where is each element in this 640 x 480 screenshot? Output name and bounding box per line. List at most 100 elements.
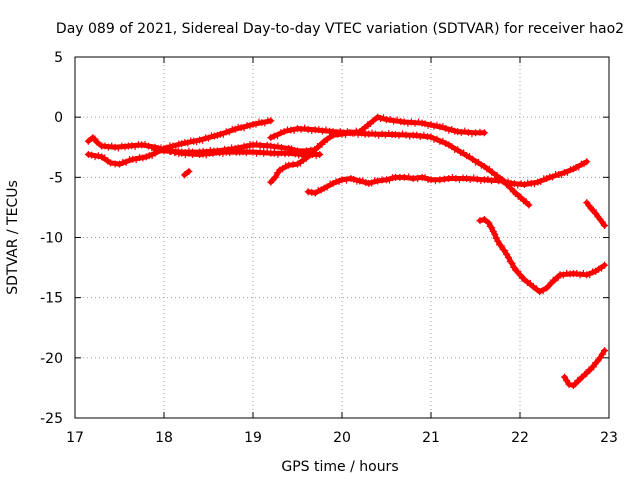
data-marker <box>594 357 602 365</box>
data-marker <box>492 234 500 242</box>
data-marker <box>424 121 432 129</box>
data-marker <box>167 147 175 155</box>
x-tick-label: 21 <box>422 430 440 446</box>
data-marker <box>563 377 571 385</box>
data-marker <box>94 152 102 160</box>
data-marker <box>388 174 396 182</box>
data-marker <box>273 132 281 140</box>
axes: 17 18 19 20 21 22 23 -25 -20 -15 -10 -5 0 5 <box>40 50 618 446</box>
data-point <box>320 184 328 192</box>
data-point <box>213 131 221 139</box>
data-marker <box>388 131 396 139</box>
data-marker <box>304 125 312 133</box>
data-marker <box>459 174 467 182</box>
data-marker <box>514 181 522 189</box>
data-marker <box>466 175 474 183</box>
data-marker <box>326 180 334 188</box>
data-marker <box>371 130 379 138</box>
data-marker <box>415 118 423 126</box>
data-marker <box>139 154 147 162</box>
data-marker <box>585 202 593 210</box>
data-marker <box>445 126 453 134</box>
series-track-f <box>267 124 533 209</box>
data-marker <box>397 117 405 125</box>
data-marker <box>477 161 485 169</box>
data-marker <box>343 128 351 136</box>
data-marker <box>274 142 282 150</box>
data-marker <box>393 116 401 124</box>
data-marker <box>452 175 460 183</box>
data-marker <box>396 173 404 181</box>
data-marker <box>118 142 126 150</box>
data-marker <box>457 128 465 136</box>
data-marker <box>523 279 531 287</box>
data-marker <box>156 146 164 154</box>
data-marker <box>91 153 99 161</box>
x-tick-label: 20 <box>333 430 351 446</box>
data-marker <box>260 143 268 151</box>
data-marker <box>335 177 343 185</box>
data-point <box>561 373 568 381</box>
data-point <box>304 188 312 196</box>
data-point <box>151 146 159 154</box>
data-marker <box>309 147 317 155</box>
data-marker <box>314 186 322 194</box>
data-marker <box>318 140 326 148</box>
data-marker <box>595 265 603 273</box>
data-marker <box>281 145 289 153</box>
data-marker <box>274 150 282 158</box>
grid <box>75 57 609 418</box>
data-marker <box>206 146 214 154</box>
data-marker <box>431 177 439 185</box>
data-marker <box>390 117 398 125</box>
data-marker <box>326 127 334 135</box>
data-marker <box>510 180 518 188</box>
data-marker <box>484 175 492 183</box>
y-tick-label: -5 <box>49 170 63 186</box>
data-marker <box>101 154 109 162</box>
data-marker <box>430 122 438 130</box>
data-marker <box>576 271 584 279</box>
data-marker <box>298 148 306 156</box>
series-band <box>181 168 192 178</box>
data-marker <box>277 143 285 151</box>
data-point <box>185 167 193 175</box>
data-marker <box>134 141 142 149</box>
y-tick-label: -25 <box>40 411 63 427</box>
data-point <box>329 179 337 187</box>
series-track-d <box>180 167 193 179</box>
data-marker <box>576 375 584 383</box>
data-marker <box>361 130 369 138</box>
series-track-c <box>151 140 319 157</box>
data-marker <box>378 176 386 184</box>
x-tick-label: 17 <box>66 430 84 446</box>
data-marker <box>185 147 193 155</box>
data-marker <box>402 131 410 139</box>
data-point <box>180 171 188 179</box>
data-marker <box>228 125 236 133</box>
data-marker <box>501 179 509 187</box>
data-marker <box>423 133 431 141</box>
data-marker <box>193 138 201 146</box>
data-marker <box>366 119 374 127</box>
data-marker <box>377 114 385 122</box>
data-marker <box>420 131 428 139</box>
series-band <box>305 159 590 196</box>
data-point <box>601 347 609 355</box>
data-marker <box>246 122 254 130</box>
data-marker <box>433 121 441 129</box>
series-band <box>477 216 608 295</box>
data-marker <box>488 177 496 185</box>
data-marker <box>416 132 424 140</box>
data-marker <box>413 131 421 139</box>
data-marker <box>407 118 415 126</box>
data-marker <box>545 282 553 290</box>
data-marker <box>111 160 119 168</box>
data-marker <box>486 222 494 230</box>
data-marker <box>589 363 597 371</box>
data-marker <box>442 140 450 148</box>
data-marker <box>323 183 331 191</box>
data-marker <box>203 148 211 156</box>
data-marker <box>353 177 361 185</box>
data-marker <box>572 380 580 388</box>
